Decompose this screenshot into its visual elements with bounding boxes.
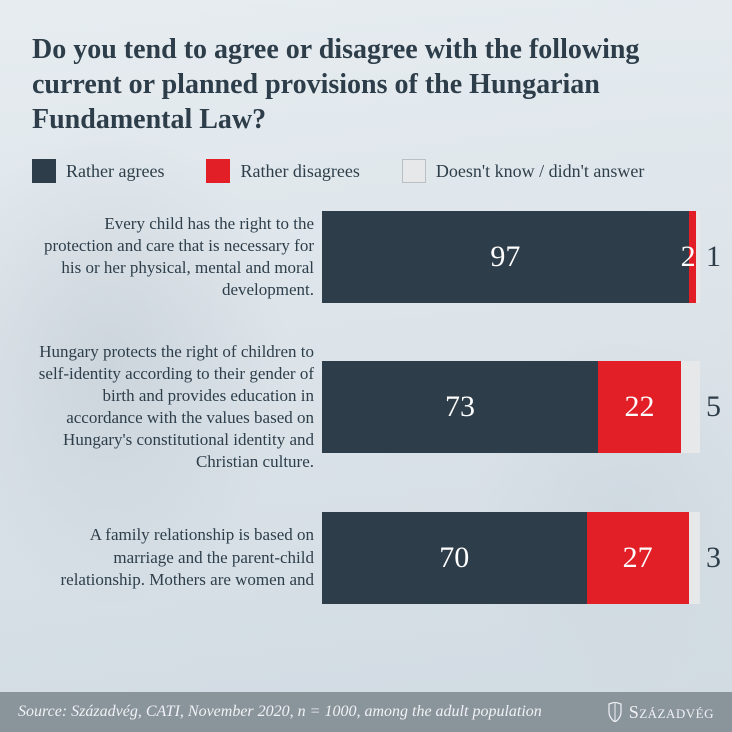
brand-text: Századvég (629, 702, 714, 723)
bar: 70 27 3 (322, 512, 700, 604)
brand-icon (607, 702, 623, 722)
legend-label: Rather agrees (66, 161, 164, 182)
chart-title: Do you tend to agree or disagree with th… (32, 32, 700, 137)
bar-segment-dk: 3 (689, 512, 700, 604)
chart-row: A family relationship is based on marria… (32, 512, 700, 604)
legend-label: Rather disagrees (240, 161, 359, 182)
brand: Századvég (607, 702, 714, 723)
bar-segment-disagree: 22 (598, 361, 681, 453)
legend-item: Doesn't know / didn't answer (402, 159, 644, 183)
bar: 73 22 5 (322, 361, 700, 453)
legend-swatch (206, 159, 230, 183)
bar-segment-dk: 5 (681, 361, 700, 453)
segment-value: 1 (700, 240, 721, 274)
segment-value: 3 (700, 541, 721, 575)
row-label: A family relationship is based on marria… (32, 524, 322, 590)
segment-value: 73 (445, 390, 475, 424)
segment-value: 5 (700, 390, 721, 424)
bar: 97 21 (322, 211, 700, 303)
row-label: Hungary protects the right of children t… (32, 341, 322, 474)
chart-row: Every child has the right to the protect… (32, 211, 700, 303)
legend-swatch (32, 159, 56, 183)
row-label: Every child has the right to the protect… (32, 213, 322, 301)
bar-segment-agree: 97 (322, 211, 689, 303)
chart-row: Hungary protects the right of children t… (32, 341, 700, 474)
bar-segment-agree: 70 (322, 512, 587, 604)
legend-item: Rather disagrees (206, 159, 359, 183)
bar-segment-disagree: 2 (689, 211, 697, 303)
bar-segment-agree: 73 (322, 361, 598, 453)
legend: Rather agrees Rather disagrees Doesn't kno… (32, 159, 700, 183)
bar-segment-disagree: 27 (587, 512, 689, 604)
legend-item: Rather agrees (32, 159, 164, 183)
chart-rows: Every child has the right to the protect… (32, 211, 700, 732)
segment-value: 70 (439, 541, 469, 575)
content-area: Do you tend to agree or disagree with th… (0, 0, 732, 732)
source-text: Source: Századvég, CATI, November 2020, … (18, 703, 542, 721)
segment-value: 2 (681, 240, 696, 274)
segment-value: 27 (623, 541, 653, 575)
segment-value: 97 (490, 240, 520, 274)
footer-bar: Source: Századvég, CATI, November 2020, … (0, 692, 732, 732)
legend-swatch (402, 159, 426, 183)
legend-label: Doesn't know / didn't answer (436, 161, 644, 182)
segment-value: 22 (625, 390, 655, 424)
bar-segment-dk: 1 (696, 211, 700, 303)
